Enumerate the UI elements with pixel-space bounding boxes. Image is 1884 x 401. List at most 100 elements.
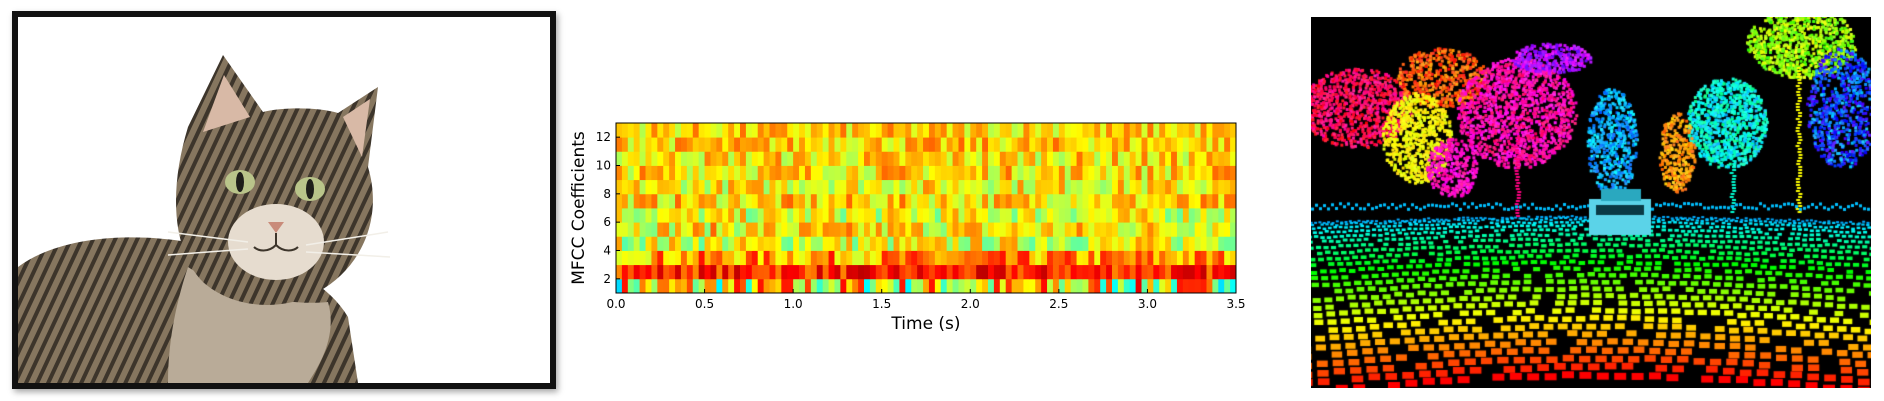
heatmap-cell — [816, 236, 824, 251]
heatmap-cell — [834, 165, 841, 181]
heatmap-cell — [1041, 278, 1048, 294]
heatmap-cell — [887, 193, 894, 209]
heatmap-cell — [769, 137, 776, 152]
heatmap-cell — [917, 137, 924, 152]
heatmap-cell — [1188, 151, 1196, 166]
heatmap-cell — [1017, 208, 1024, 223]
heatmap-cell — [1194, 264, 1201, 280]
heatmap-cell — [1035, 123, 1042, 138]
heatmap-cell — [663, 123, 670, 138]
heatmap-cell — [675, 179, 682, 195]
heatmap-cell — [982, 193, 989, 209]
heatmap-cell — [976, 165, 983, 181]
heatmap-cell — [669, 193, 676, 209]
heatmap-cell — [881, 278, 889, 294]
heatmap-cell — [964, 165, 971, 181]
heatmap-cell — [1218, 264, 1225, 280]
heatmap-cell — [928, 179, 936, 195]
heatmap-cell — [639, 222, 646, 237]
heatmap-cell — [864, 222, 871, 237]
heatmap-cell — [1088, 222, 1095, 237]
heatmap-cell — [993, 264, 1001, 280]
heatmap-cell — [881, 165, 889, 181]
heatmap-cell — [875, 278, 883, 294]
heatmap-cell — [728, 278, 735, 294]
heatmap-cell — [887, 222, 894, 237]
heatmap-cell — [1082, 193, 1089, 209]
heatmap-cell — [1129, 179, 1137, 195]
heatmap-cell — [1023, 165, 1030, 181]
heatmap-cell — [840, 179, 847, 195]
heatmap-cell — [875, 165, 883, 181]
heatmap-cell — [905, 250, 912, 266]
heatmap-cell — [1117, 278, 1125, 294]
heatmap-cell — [982, 250, 989, 266]
heatmap-cell — [633, 193, 641, 209]
heatmap-cell — [864, 264, 871, 280]
heatmap-cell — [1147, 278, 1154, 294]
heatmap-cell — [799, 236, 806, 251]
heatmap-cell — [651, 236, 658, 251]
heatmap-cell — [781, 193, 788, 209]
heatmap-cell — [680, 278, 688, 294]
heatmap-cell — [704, 278, 711, 294]
heatmap-cell — [982, 123, 989, 138]
heatmap-cell — [698, 250, 705, 266]
heatmap-cell — [1129, 264, 1137, 280]
heatmap-cell — [710, 264, 717, 280]
heatmap-cell — [1224, 137, 1231, 152]
heatmap-cell — [881, 236, 889, 251]
heatmap-cell — [639, 208, 646, 223]
heatmap-cell — [952, 165, 959, 181]
heatmap-cell — [1112, 222, 1119, 237]
heatmap-cell — [928, 264, 936, 280]
heatmap-cell — [716, 123, 723, 138]
heatmap-cell — [934, 193, 942, 209]
heatmap-cell — [993, 137, 1001, 152]
heatmap-cell — [923, 165, 930, 181]
heatmap-cell — [1123, 278, 1131, 294]
heatmap-cell — [633, 123, 641, 138]
heatmap-cell — [1005, 151, 1013, 166]
heatmap-cell — [763, 193, 770, 209]
heatmap-cell — [881, 123, 889, 138]
heatmap-cell — [680, 123, 688, 138]
heatmap-cell — [751, 123, 759, 138]
heatmap-cell — [1206, 264, 1213, 280]
heatmap-cell — [1147, 250, 1154, 266]
heatmap-cell — [1123, 193, 1131, 209]
heatmap-cell — [875, 208, 883, 223]
heatmap-cell — [1041, 165, 1048, 181]
heatmap-cell — [704, 264, 711, 280]
heatmap-cell — [1206, 179, 1213, 195]
heatmap-cell — [1011, 208, 1018, 223]
heatmap-cell — [1100, 222, 1107, 237]
heatmap-cell — [645, 278, 652, 294]
heatmap-cell — [1100, 165, 1107, 181]
heatmap-cell — [1153, 236, 1160, 251]
heatmap-cell — [1212, 137, 1219, 152]
heatmap-cell — [1230, 193, 1237, 209]
heatmap-cell — [787, 250, 794, 266]
heatmap-cell — [1035, 193, 1042, 209]
heatmap-cell — [952, 123, 959, 138]
heatmap-cell — [858, 165, 865, 181]
heatmap-cell — [1129, 165, 1137, 181]
heatmap-cell — [1153, 137, 1160, 152]
heatmap-cell — [633, 208, 641, 223]
heatmap-cell — [1129, 250, 1137, 266]
heatmap-cell — [869, 137, 877, 152]
heatmap-cell — [692, 208, 700, 223]
heatmap-cell — [887, 179, 894, 195]
heatmap-cell — [1100, 264, 1107, 280]
heatmap-cell — [923, 208, 930, 223]
heatmap-cell — [1153, 179, 1160, 195]
heatmap-cell — [769, 123, 776, 138]
heatmap-cell — [852, 264, 859, 280]
heatmap-cell — [793, 193, 800, 209]
heatmap-cell — [982, 222, 989, 237]
heatmap-cell — [663, 222, 670, 237]
heatmap-cell — [616, 250, 623, 266]
heatmap-cell — [616, 123, 623, 138]
heatmap-cell — [976, 193, 983, 209]
